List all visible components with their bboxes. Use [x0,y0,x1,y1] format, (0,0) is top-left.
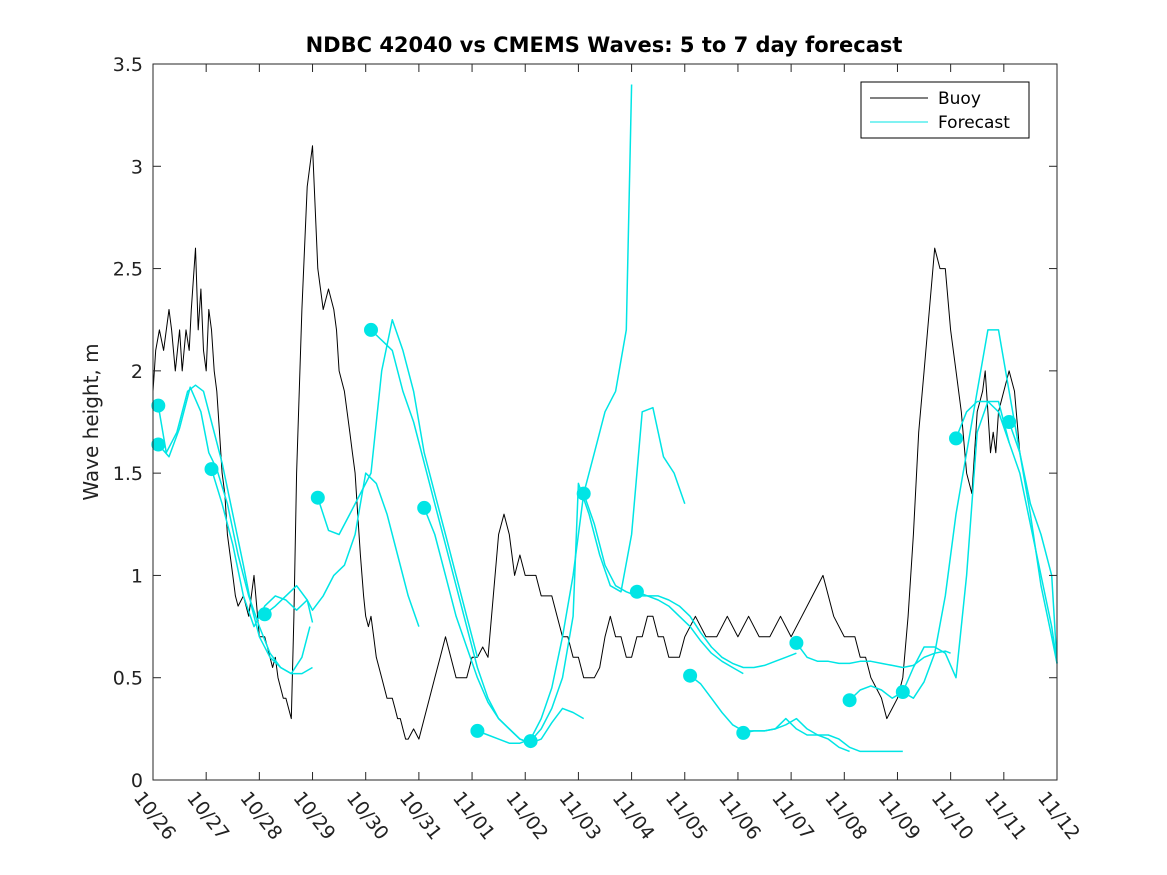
y-tick-label-6: 3 [131,156,143,178]
forecast-marker-15 [842,693,857,708]
y-axis-label: Wave height, m [79,343,103,500]
forecast-marker-16 [895,685,910,699]
forecast-segment-9 [530,406,686,742]
forecast-segment-10 [582,493,744,675]
forecast-segment-14 [795,642,951,669]
y-tick-label-0: 0 [131,770,143,792]
forecast-segment-13 [743,717,903,753]
forecast-segment-17 [955,400,1058,664]
forecast-marker-12 [683,668,698,683]
forecast-marker-10 [576,486,591,501]
forecast-marker-6 [364,322,378,337]
forecast-marker-1 [151,398,166,413]
forecast-marker-8 [470,723,485,738]
forecast-segment-11 [636,591,797,669]
forecast-marker-3 [204,462,219,477]
forecast-segment-15 [849,400,1010,701]
forecast-segment-5 [317,318,479,658]
forecast-marker-9 [523,734,538,749]
forecast-marker-14 [789,635,804,650]
forecast-marker-4 [257,607,272,622]
forecast-marker-11 [629,584,644,599]
forecast-marker-17 [949,431,963,446]
y-tick-label-2: 1 [131,565,143,587]
forecast-segment-8 [477,84,633,744]
legend-label-buoy: Buoy [938,89,981,109]
y-tick-label-1: 0.5 [113,668,143,690]
legend: Buoy Forecast [860,81,1030,139]
y-tick-label-4: 2 [131,361,143,383]
forecast-marker-18 [1002,415,1017,429]
forecast-segment-4 [264,472,420,627]
legend-label-forecast: Forecast [938,113,1010,133]
chart-title: NDBC 42040 vs CMEMS Waves: 5 to 7 day fo… [306,33,903,57]
forecast-marker-7 [417,500,432,515]
forecast-segment-7 [423,507,585,744]
axes-frame [152,63,1058,781]
forecast-marker-13 [736,725,751,740]
buoy-series-line [152,145,1021,740]
forecast-marker-2 [151,437,166,452]
y-tick-label-7: 3.5 [113,54,143,76]
forecast-segment-18 [1008,421,1058,664]
y-tick-label-5: 2.5 [113,259,143,281]
forecast-marker-5 [310,490,325,505]
forecast-segment-2 [157,386,313,675]
forecast-segment-3 [210,468,314,628]
y-tick-label-3: 1.5 [113,463,143,485]
forecast-segment-16 [902,329,1058,699]
plot-area [151,84,1058,753]
legend-box [860,81,1030,139]
